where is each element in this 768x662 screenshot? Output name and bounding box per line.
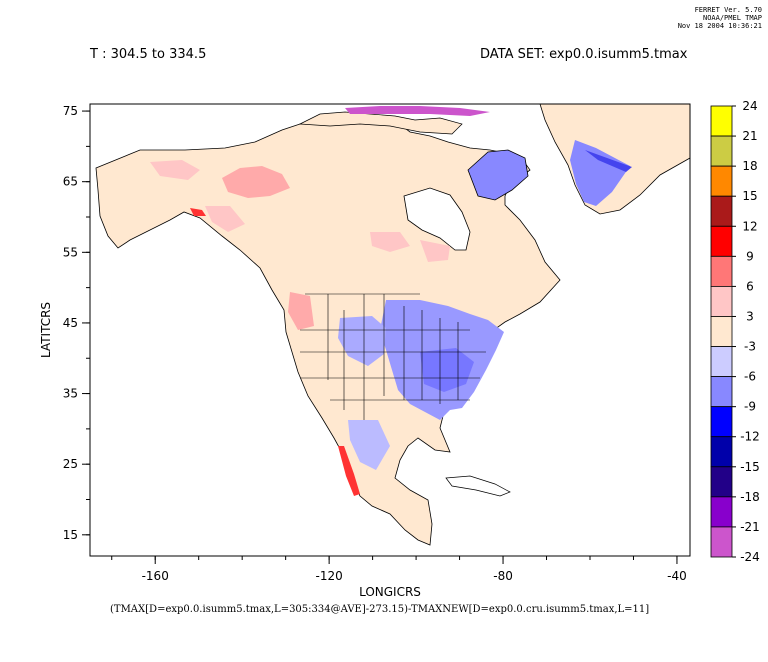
colorbar-label: 21 — [742, 129, 757, 143]
colorbar-swatch — [710, 285, 733, 317]
stamp-date: Nov 18 2004 10:36:21 — [677, 22, 762, 30]
colorbar: 24 21 18 15 12 9 6 3 -3 -6 -9 -12 -15 -18 -21 -24 — [710, 99, 760, 564]
dataset-label: DATA SET: exp0.0.isumm5.tmax — [480, 47, 688, 62]
midwest-cool-core — [420, 348, 474, 392]
colorbar-label: 12 — [742, 219, 757, 233]
yukon-warm — [222, 166, 290, 198]
colorbar-swatch — [710, 105, 733, 137]
colorbar-swatch — [710, 466, 733, 498]
y-tick-label: 65 — [63, 175, 78, 189]
great-plains-cool — [338, 316, 386, 366]
colorbar-label: 15 — [742, 189, 757, 203]
y-tick-label: 15 — [63, 528, 78, 542]
colorbar-swatch — [710, 526, 733, 558]
colorbar-label: -15 — [740, 460, 760, 474]
footer-expression: (TMAX[D=exp0.0.isumm5.tmax,L=305:334@AVE… — [110, 604, 650, 615]
colorbar-swatch — [710, 255, 733, 287]
colorbar-label: -18 — [740, 490, 760, 504]
y-tick-label: 45 — [63, 316, 78, 330]
colorbar-swatch — [710, 195, 733, 227]
plot-frame — [89, 103, 691, 557]
colorbar-swatch — [710, 496, 733, 528]
colorbar-label: -24 — [740, 550, 760, 564]
colorbar-label: 24 — [742, 99, 757, 113]
colorbar-label: 18 — [742, 159, 757, 173]
mexico-cool — [348, 420, 390, 470]
pacific-nw-warm — [288, 292, 314, 330]
colorbar-label: -9 — [744, 400, 756, 414]
colorbar-label: 3 — [746, 309, 754, 323]
colorbar-swatch — [710, 165, 733, 197]
map-layer — [95, 104, 690, 546]
ferret-stamp: FERRET Ver. 5.70 NOAA/PMEL TMAP Nov 18 2… — [630, 6, 762, 30]
x-tick-label: -120 — [316, 569, 343, 583]
colorbar-label: 6 — [746, 279, 754, 293]
baffin-island — [467, 149, 529, 201]
colorbar-label: -12 — [740, 430, 760, 444]
y-axis-label: LATITCRS — [39, 302, 53, 358]
colorbar-swatch — [710, 316, 733, 347]
colorbar-swatch — [710, 225, 733, 257]
hudson-bay — [403, 187, 471, 251]
x-tick-label: -40 — [667, 569, 687, 583]
stamp-org: NOAA/PMEL TMAP — [702, 14, 762, 22]
y-tick-label: 25 — [63, 457, 78, 471]
colorbar-swatch — [710, 135, 733, 167]
y-tick-label: 35 — [63, 387, 78, 401]
colorbar-swatch — [710, 436, 733, 468]
colorbar-label: -6 — [744, 370, 756, 384]
y-tick-label: 55 — [63, 245, 78, 259]
us-state-borders — [300, 293, 486, 420]
mexico-west-coast-red — [338, 446, 360, 496]
axes: -160 -120 -80 -40 15 25 35 45 55 65 75 — [63, 104, 687, 583]
y-tick-label: 75 — [63, 104, 78, 118]
colorbar-label: -3 — [744, 340, 756, 354]
stamp-version: FERRET Ver. 5.70 — [694, 6, 762, 14]
colorbar-swatch — [710, 376, 733, 408]
alaska-warm-patches — [150, 160, 450, 262]
greenland-blue-band — [570, 140, 630, 206]
colorbar-swatch — [710, 406, 733, 438]
time-range-label: T : 304.5 to 334.5 — [90, 47, 207, 62]
alaska-coast-red — [190, 208, 206, 216]
colorbar-label: -21 — [740, 520, 760, 534]
cuba — [445, 475, 511, 497]
x-tick-label: -80 — [493, 569, 513, 583]
greenland-blue-core — [585, 150, 632, 172]
arctic-magenta-strip — [345, 106, 490, 116]
colorbar-label: 9 — [746, 249, 754, 263]
x-tick-label: -160 — [142, 569, 169, 583]
colorbar-swatch — [710, 346, 733, 377]
x-axis-label: LONGICRS — [359, 585, 421, 599]
